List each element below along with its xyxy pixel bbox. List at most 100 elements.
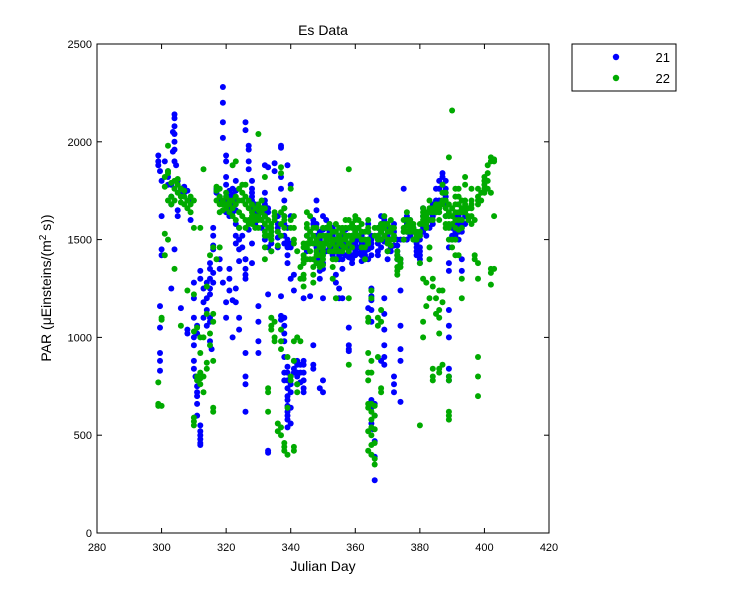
point-21-468 [400, 185, 407, 192]
legend-box [571, 43, 677, 92]
point-22-440 [426, 256, 433, 263]
point-22-514 [458, 217, 465, 223]
point-22-271 [329, 275, 336, 282]
point-22-352 [371, 426, 378, 433]
point-21-223 [284, 252, 291, 259]
point-22-400 [403, 209, 410, 216]
point-21-149 [242, 119, 249, 126]
point-22-163 [261, 256, 268, 263]
point-21-132 [223, 314, 230, 321]
legend-marker-22 [612, 74, 620, 82]
point-21-5 [158, 213, 165, 220]
point-22-445 [429, 275, 436, 282]
point-22-6 [161, 252, 168, 259]
point-22-178 [278, 346, 284, 353]
point-22-369 [378, 389, 385, 396]
point-22-536 [475, 185, 481, 192]
point-21-196 [265, 291, 272, 298]
point-21-230 [284, 162, 291, 169]
point-21-401 [368, 252, 375, 259]
point-21-11 [157, 367, 163, 374]
point-21-359 [345, 324, 352, 331]
point-22-472 [442, 189, 449, 196]
point-22-48 [197, 224, 204, 231]
point-22-180 [278, 432, 284, 439]
point-21-432 [381, 295, 388, 302]
point-21-189 [249, 260, 255, 267]
point-21-288 [313, 197, 320, 204]
point-21-426 [378, 244, 385, 251]
point-22-61 [203, 365, 210, 372]
point-21-183 [242, 373, 249, 380]
point-22-519 [462, 181, 469, 188]
y-axis-ticks: 0 500 1000 1500 2000 2500 [68, 39, 549, 540]
point-22-62 [207, 252, 213, 259]
plot-frame [96, 43, 550, 534]
point-21-405 [368, 307, 375, 313]
point-22-347 [368, 451, 375, 458]
point-21-76 [207, 260, 213, 267]
point-22-161 [261, 232, 268, 239]
point-22-192 [290, 213, 297, 220]
point-21-134 [226, 275, 233, 282]
point-21-278 [300, 295, 307, 302]
x-tick-label-280: 280 [88, 542, 106, 554]
point-21-143 [239, 232, 246, 239]
point-22-206 [297, 338, 304, 345]
point-21-27 [171, 146, 178, 153]
point-22-565 [491, 265, 498, 272]
point-22-306 [349, 244, 356, 251]
point-21-362 [345, 348, 352, 355]
point-21-7 [157, 303, 163, 310]
point-21-192 [255, 338, 262, 345]
point-21-188 [249, 240, 255, 247]
point-21-456 [394, 242, 401, 249]
point-21-191 [255, 318, 262, 325]
point-21-435 [381, 342, 388, 349]
point-22-502 [452, 236, 459, 243]
point-22-226 [307, 248, 314, 255]
point-21-277 [300, 389, 307, 396]
point-22-37 [165, 236, 171, 243]
point-22-39 [177, 322, 184, 329]
point-22-67 [210, 318, 217, 325]
point-22-471 [439, 361, 446, 368]
point-21-557 [458, 256, 465, 263]
point-21-454 [391, 389, 397, 396]
point-21-141 [236, 326, 243, 333]
point-21-40 [187, 217, 194, 223]
point-22-301 [345, 361, 352, 368]
point-21-531 [445, 267, 452, 274]
point-22-458 [436, 217, 443, 223]
point-21-8 [157, 324, 163, 331]
point-22-553 [484, 170, 491, 177]
point-22-392 [394, 271, 401, 278]
point-22-159 [281, 217, 288, 223]
point-21-100 [219, 134, 226, 141]
point-21-29 [173, 162, 180, 169]
point-21-560 [462, 221, 469, 227]
point-22-8 [161, 183, 168, 190]
point-22-465 [439, 181, 446, 188]
point-22-160 [281, 224, 288, 231]
point-21-229 [290, 287, 297, 294]
point-22-7 [161, 230, 168, 237]
point-22-222 [307, 213, 314, 220]
point-22-446 [429, 283, 436, 290]
point-22-434 [423, 303, 430, 310]
x-tick-label-420: 420 [540, 542, 558, 554]
point-22-327 [365, 240, 372, 247]
point-21-41 [168, 285, 175, 292]
point-22-50 [197, 350, 204, 356]
point-22-203 [294, 389, 301, 396]
point-21-313 [316, 385, 323, 392]
point-22-162 [261, 244, 268, 251]
point-22-367 [378, 318, 385, 325]
point-22-130 [258, 197, 265, 204]
point-22-153 [278, 164, 284, 171]
x-axis-ticks: 280 300 320 340 360 380 400 420 [88, 44, 558, 554]
point-21-534 [445, 334, 452, 341]
point-22-53 [197, 381, 204, 388]
point-22-147 [268, 248, 275, 255]
point-22-254 [320, 262, 326, 268]
